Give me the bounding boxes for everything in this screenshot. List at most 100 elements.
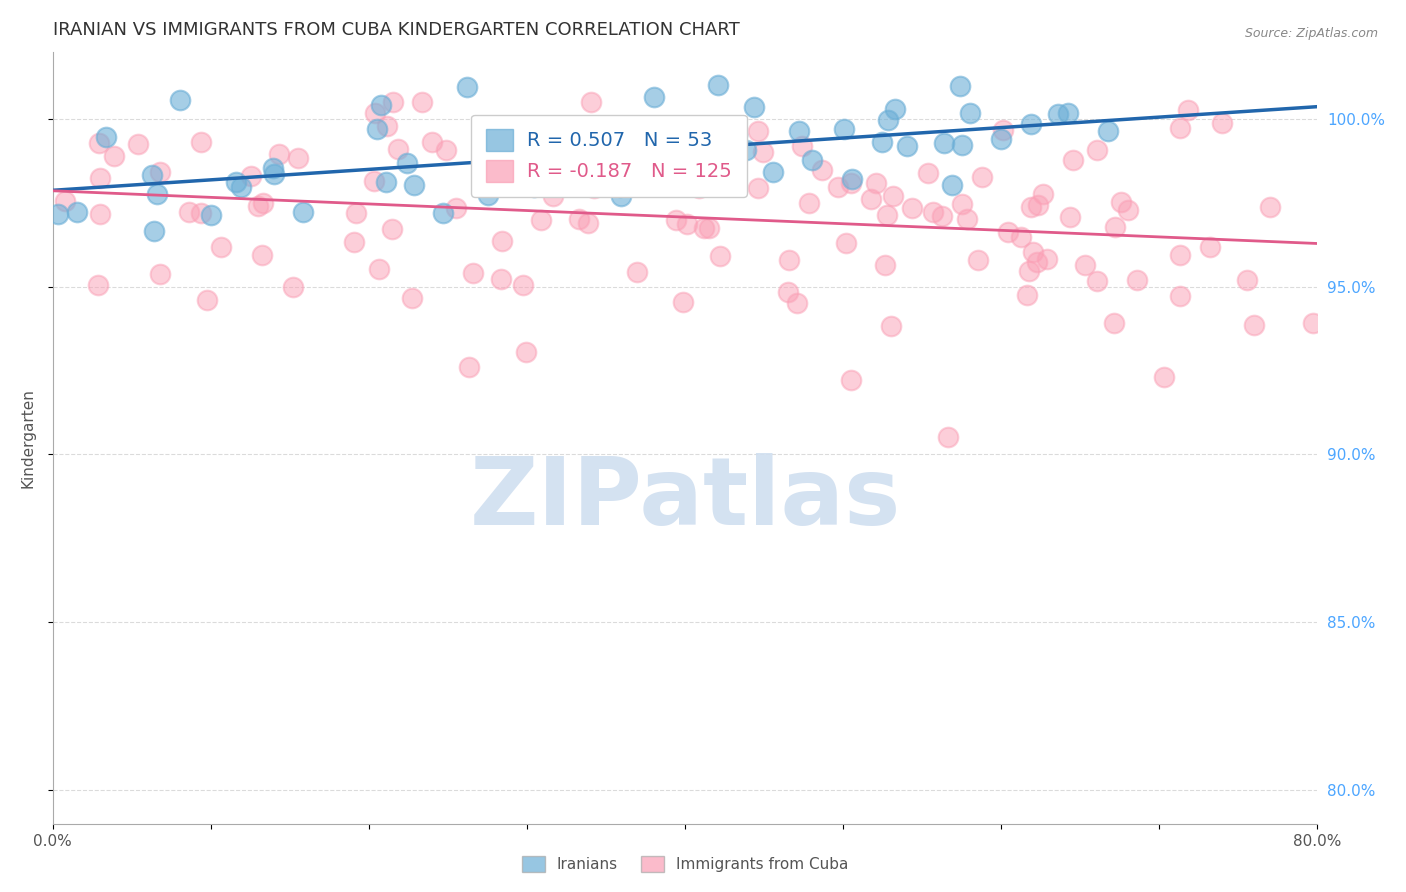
Point [512, 277, 534, 292]
Point [921, 205, 943, 219]
Point [955, 212, 977, 227]
Point [444, 202, 467, 216]
Point [252, 196, 274, 211]
Point [1211, 116, 1233, 130]
Point [368, 261, 391, 276]
Point [626, 264, 648, 278]
Point [195, 293, 218, 307]
Point [800, 153, 823, 167]
Point [1258, 200, 1281, 214]
Point [709, 248, 731, 262]
Point [89, 206, 111, 220]
Point [735, 143, 758, 157]
Point [127, 136, 149, 151]
Point [643, 90, 665, 104]
Point [541, 188, 564, 202]
Point [1059, 210, 1081, 224]
Point [692, 171, 714, 186]
Point [1019, 200, 1042, 214]
Point [87, 278, 110, 293]
Point [725, 128, 748, 142]
Point [991, 122, 1014, 136]
Point [1047, 107, 1070, 121]
Point [786, 295, 808, 310]
Text: IRANIAN VS IMMIGRANTS FROM CUBA KINDERGARTEN CORRELATION CHART: IRANIAN VS IMMIGRANTS FROM CUBA KINDERGA… [52, 21, 740, 39]
Point [343, 235, 366, 249]
Point [865, 176, 887, 190]
Point [1177, 103, 1199, 117]
Point [263, 167, 285, 181]
Point [880, 318, 903, 333]
Point [839, 176, 862, 190]
Point [688, 181, 710, 195]
Point [87, 136, 110, 151]
Point [917, 166, 939, 180]
Point [1036, 252, 1059, 266]
Point [931, 209, 953, 223]
Point [841, 172, 863, 186]
Point [401, 292, 423, 306]
Point [1198, 240, 1220, 254]
Point [1085, 144, 1108, 158]
Point [832, 122, 855, 136]
Point [523, 179, 546, 194]
Point [610, 189, 633, 203]
Point [489, 272, 512, 286]
Point [229, 179, 252, 194]
Point [1057, 105, 1080, 120]
Point [382, 95, 405, 109]
Point [1243, 318, 1265, 332]
Point [1026, 198, 1049, 212]
Point [558, 134, 581, 148]
Point [697, 221, 720, 235]
Point [1062, 153, 1084, 168]
Point [650, 150, 672, 164]
Point [103, 149, 125, 163]
Point [648, 124, 671, 138]
Point [366, 121, 388, 136]
Point [1032, 187, 1054, 202]
Point [529, 212, 551, 227]
Point [950, 138, 973, 153]
Point [1025, 254, 1047, 268]
Point [883, 103, 905, 117]
Point [1116, 202, 1139, 217]
Point [55, 194, 77, 208]
Point [1104, 219, 1126, 234]
Point [269, 146, 291, 161]
Point [970, 170, 993, 185]
Y-axis label: Kindergarten: Kindergarten [21, 388, 35, 488]
Point [778, 285, 800, 299]
Point [141, 168, 163, 182]
Point [1126, 273, 1149, 287]
Point [744, 100, 766, 114]
Point [143, 224, 166, 238]
Point [752, 145, 775, 160]
Point [877, 113, 900, 128]
Point [1085, 274, 1108, 288]
Point [576, 216, 599, 230]
Point [283, 280, 305, 294]
Point [896, 138, 918, 153]
Point [478, 178, 501, 192]
Point [375, 119, 398, 133]
Point [870, 135, 893, 149]
Point [876, 208, 898, 222]
Point [790, 139, 813, 153]
Point [1102, 316, 1125, 330]
Point [190, 135, 212, 149]
Point [1168, 289, 1191, 303]
Point [240, 169, 263, 183]
Point [375, 175, 398, 189]
Point [579, 135, 602, 149]
Point [1018, 264, 1040, 278]
Text: ZIPatlas: ZIPatlas [470, 453, 901, 546]
Point [583, 181, 606, 195]
Point [593, 128, 616, 143]
Point [515, 344, 537, 359]
Point [941, 178, 963, 192]
Point [146, 187, 169, 202]
Point [948, 78, 970, 93]
Point [179, 205, 201, 219]
Point [363, 174, 385, 188]
